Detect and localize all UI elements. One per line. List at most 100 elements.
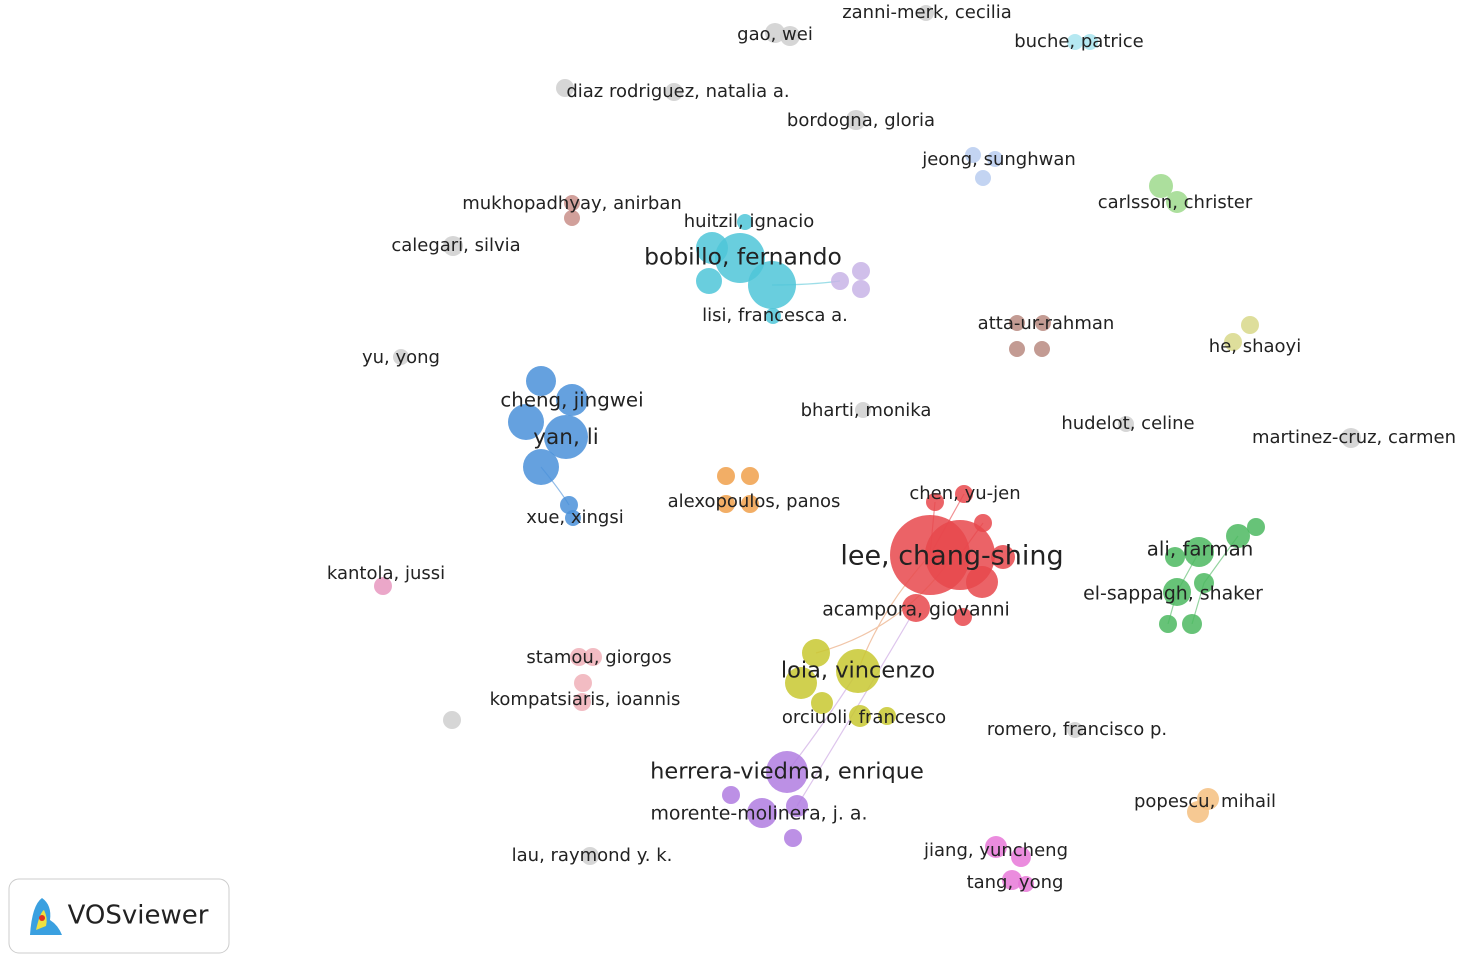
node-circle: [443, 236, 463, 256]
node-label: kantola, jussi: [327, 563, 445, 584]
node-label: diaz rodriguez, natalia a.: [566, 81, 789, 102]
node-label: yan, li: [533, 425, 598, 450]
node-circle: [766, 751, 808, 793]
node-circle: [991, 545, 1015, 569]
node-circle: [1226, 524, 1250, 548]
node-circle: [1018, 876, 1034, 892]
node-label: zanni-merk, cecilia: [842, 2, 1012, 23]
node-circle: [987, 151, 1003, 167]
node-circle: [786, 795, 808, 817]
node-label: calegari, silvia: [391, 235, 520, 256]
node-label: ali, farman: [1147, 538, 1254, 561]
node-circle: [765, 23, 785, 43]
node-circle: [985, 836, 1007, 858]
node-circle: [1341, 428, 1361, 448]
node-label: buche, patrice: [1014, 31, 1144, 52]
node-circle: [1009, 341, 1025, 357]
node-label: acampora, giovanni: [822, 599, 1010, 621]
node-circle: [765, 308, 781, 324]
node-circle: [1166, 191, 1188, 213]
node-label: hudelot, celine: [1061, 413, 1194, 434]
node-circle: [556, 79, 574, 97]
node-circle: [966, 566, 998, 598]
node-circle: [1165, 547, 1185, 567]
node-circle: [696, 232, 728, 264]
node-label: herrera-viedma, enrique: [650, 759, 924, 785]
node-circle: [811, 692, 833, 714]
node-label: lau, raymond y. k.: [512, 845, 673, 866]
node-circle: [747, 798, 777, 828]
node-circle: [1224, 333, 1242, 351]
node-circle: [918, 5, 934, 21]
node-circle: [878, 707, 896, 725]
node-circle: [665, 83, 683, 101]
node-circle: [955, 485, 973, 503]
node-label: xue, xingsi: [526, 507, 623, 528]
node-circle: [785, 667, 817, 699]
node-circle: [564, 210, 580, 226]
node-circle: [581, 847, 599, 865]
node-circle: [852, 262, 870, 280]
node-circle: [974, 514, 992, 532]
node-label: morente-molinera, j. a.: [651, 803, 868, 825]
node-circle: [1035, 315, 1051, 331]
node-circle: [508, 404, 544, 440]
node-label: bharti, monika: [801, 400, 932, 421]
node-circle: [741, 495, 759, 513]
node-circle: [1197, 788, 1219, 810]
node-circle: [902, 594, 930, 622]
node-circle: [855, 402, 871, 418]
logo-icon-dot: [39, 915, 45, 921]
node-circle: [722, 786, 740, 804]
node-circle: [1082, 34, 1098, 50]
node-label: kompatsiaris, ioannis: [490, 689, 681, 710]
node-circle: [1182, 614, 1202, 634]
node-circle: [1159, 615, 1177, 633]
node-circle: [573, 693, 591, 711]
node-label: chen, yu-jen: [909, 483, 1020, 504]
node-circle: [717, 495, 735, 513]
node-circle: [975, 170, 991, 186]
node-label: atta-ur-rahman: [978, 313, 1115, 334]
node-circle: [393, 349, 409, 365]
node-label: mukhopadhyay, anirban: [462, 193, 682, 214]
node-circle: [737, 214, 753, 230]
logo-frame: [8, 878, 230, 954]
node-circle: [556, 384, 588, 416]
node-circle: [574, 674, 592, 692]
node-circle: [1002, 870, 1022, 890]
node-circle: [696, 268, 722, 294]
node-circle: [544, 415, 588, 459]
node-circle: [846, 110, 866, 130]
node-circle: [802, 639, 830, 667]
node-circle: [849, 705, 871, 727]
node-label: stamou, giorgos: [526, 647, 671, 668]
node-label: alexopoulos, panos: [668, 491, 841, 512]
node-label: cheng, jingwei: [500, 389, 643, 412]
node-circle: [564, 195, 580, 211]
node-label: jiang, yuncheng: [923, 840, 1068, 861]
node-circle: [1009, 315, 1025, 331]
node-label: lisi, francesca a.: [702, 305, 848, 326]
node-circle: [565, 510, 581, 526]
node-circle: [965, 147, 981, 163]
node-circle: [1194, 573, 1214, 593]
node-circle: [526, 366, 556, 396]
node-circle: [784, 829, 802, 847]
nodes: [374, 5, 1361, 892]
logo-box: VOSviewer: [8, 878, 230, 954]
node-label: carlsson, christer: [1098, 192, 1253, 213]
node-circle: [954, 608, 972, 626]
node-circle: [926, 493, 944, 511]
node-circle: [1067, 722, 1083, 738]
node-circle: [1118, 416, 1134, 432]
node-circle: [374, 577, 392, 595]
node-label: lee, chang-shing: [840, 541, 1063, 572]
node-circle: [570, 648, 588, 666]
node-circle: [1067, 34, 1083, 50]
node-circle: [443, 711, 461, 729]
node-label: loia, vincenzo: [781, 658, 935, 684]
node-label: romero, francisco p.: [987, 719, 1167, 740]
